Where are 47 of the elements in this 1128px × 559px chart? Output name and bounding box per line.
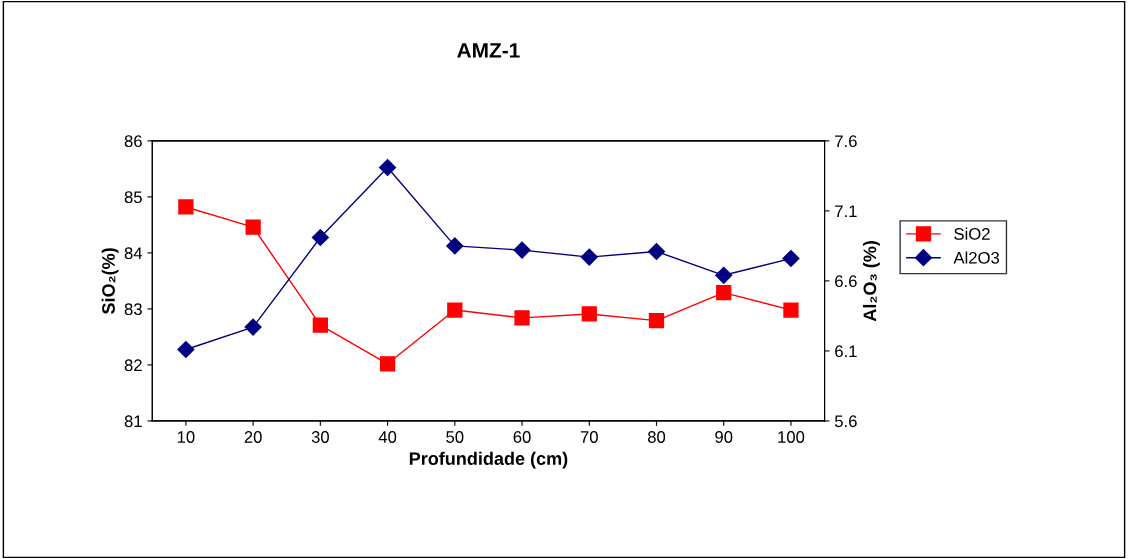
- point: [312, 317, 328, 333]
- point: [379, 356, 396, 372]
- y2-tick-label: 7.1: [835, 205, 857, 217]
- point: [782, 249, 800, 268]
- y2-axis-title: Al₂O₃ (%): [863, 241, 880, 322]
- y2-tick-label: 6.6: [835, 275, 857, 288]
- point: [447, 302, 463, 318]
- chart-title: AMZ-1: [457, 43, 520, 58]
- point: [446, 237, 464, 255]
- point: [379, 158, 397, 177]
- y-tick-label: 86: [124, 135, 142, 148]
- x-tick-label: 100: [778, 431, 805, 443]
- y-tick-label: 83: [124, 303, 142, 316]
- point: [245, 219, 261, 235]
- x-tick-label: 50: [446, 431, 464, 443]
- x-tick-label: 40: [378, 431, 397, 443]
- point: [513, 241, 531, 259]
- y2-tick-label: 5.6: [834, 415, 857, 428]
- y-tick-label: 81: [124, 415, 142, 428]
- point: [177, 340, 195, 359]
- point: [178, 199, 194, 215]
- point: [783, 302, 799, 318]
- legend-label: Al2O3: [953, 251, 1000, 264]
- point: [514, 310, 530, 326]
- x-tick-label: 60: [513, 431, 531, 443]
- y2-tick-label: 6.1: [835, 345, 857, 358]
- y-tick-label: 85: [124, 191, 142, 204]
- point: [311, 228, 329, 247]
- point: [647, 242, 666, 261]
- legend-label: SiO2: [954, 227, 990, 240]
- y-axis-title: SiO₂(%): [101, 248, 119, 314]
- y2-tick-label: 7.6: [835, 135, 857, 148]
- point: [715, 266, 733, 284]
- point: [648, 313, 665, 329]
- point: [244, 318, 262, 336]
- x-tick-label: 80: [647, 431, 666, 443]
- x-tick-label: 30: [311, 431, 329, 443]
- point: [580, 248, 598, 266]
- x-tick-label: 90: [715, 431, 733, 443]
- y-tick-label: 84: [124, 247, 143, 260]
- x-tick-label: 20: [244, 431, 262, 443]
- x-tick-label: 10: [177, 431, 195, 443]
- point: [581, 306, 597, 322]
- y-tick-label: 82: [124, 359, 142, 372]
- x-axis-title: Profundidade (cm): [409, 451, 568, 469]
- point: [716, 285, 732, 301]
- x-tick-label: 70: [580, 431, 598, 443]
